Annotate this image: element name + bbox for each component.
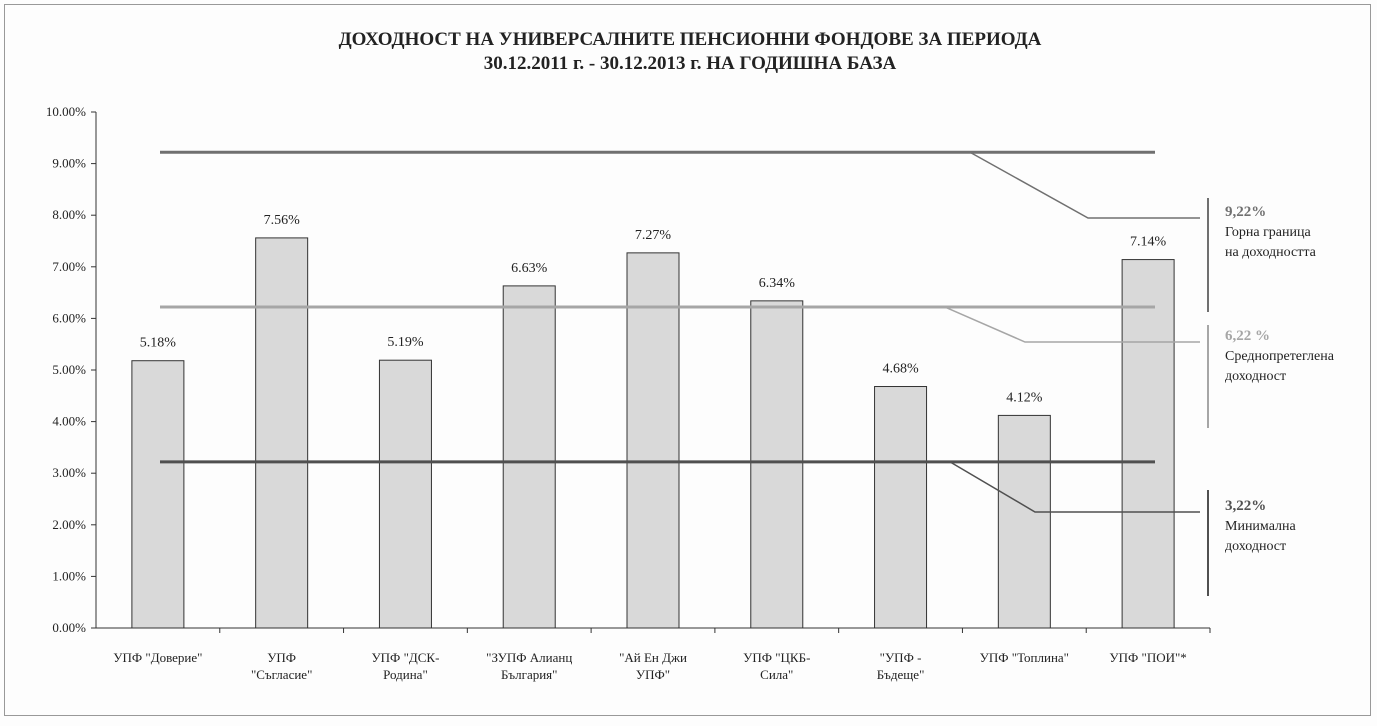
callout-leader (944, 306, 1200, 343)
x-tick-label: Бъдеще" (877, 667, 925, 682)
x-tick-label: УПФ "Топлина" (980, 650, 1069, 665)
bar (502, 285, 556, 629)
y-tick-label: 6.00% (52, 310, 86, 325)
callout-leader (969, 151, 1200, 219)
reference-value-label: 6,22 % (1225, 328, 1270, 344)
y-tick-label: 4.00% (52, 414, 86, 429)
bar-value-label: 4.12% (1006, 390, 1043, 405)
bar (131, 360, 185, 629)
x-tick-label: "ЗУПФ Алианц (486, 650, 572, 665)
x-tick-label: България" (501, 667, 558, 682)
bar (1121, 259, 1175, 629)
bar (255, 237, 309, 629)
bar-value-label: 4.68% (882, 362, 919, 377)
y-tick-label: 9.00% (52, 156, 86, 171)
reference-description: доходност (1225, 539, 1286, 554)
x-tick-label: УПФ "ПОИ"* (1109, 650, 1186, 665)
reference-description: доходност (1225, 369, 1286, 384)
y-tick-label: 2.00% (52, 517, 86, 532)
bar-value-label: 5.18% (140, 336, 177, 351)
bar (874, 386, 928, 629)
x-tick-label: УПФ" (636, 667, 670, 682)
bar-value-label: 6.63% (511, 261, 548, 276)
bar-value-label: 7.56% (264, 213, 301, 228)
x-tick-label: УПФ "ДСК- (371, 650, 439, 665)
x-tick-label: "УПФ - (880, 650, 922, 665)
reference-description: на доходността (1225, 245, 1317, 260)
x-tick-label: "Ай Ен Джи (619, 650, 687, 665)
y-tick-label: 10.00% (46, 104, 86, 119)
y-tick-label: 5.00% (52, 362, 86, 377)
x-tick-label: УПФ (267, 650, 296, 665)
y-tick-label: 3.00% (52, 465, 86, 480)
chart-title: ДОХОДНОСТ НА УНИВЕРСАЛНИТЕ ПЕНСИОННИ ФОН… (200, 28, 1180, 76)
bar-value-label: 6.34% (759, 276, 796, 291)
bar-value-label: 7.27% (635, 228, 672, 243)
chart-frame (4, 4, 1371, 716)
reference-description: Среднопретеглена (1225, 349, 1335, 364)
bar (378, 359, 432, 629)
bar-value-label: 5.19% (387, 335, 424, 350)
bar (750, 300, 804, 629)
x-tick-label: УПФ "Доверие" (113, 650, 202, 665)
x-tick-label: Родина" (383, 667, 428, 682)
y-tick-label: 0.00% (52, 620, 86, 635)
y-tick-label: 7.00% (52, 259, 86, 274)
x-tick-label: Сила" (760, 667, 793, 682)
reference-value-label: 9,22% (1225, 204, 1266, 220)
reference-value-label: 3,22% (1225, 498, 1266, 514)
chart-title-line-1: ДОХОДНОСТ НА УНИВЕРСАЛНИТЕ ПЕНСИОННИ ФОН… (338, 29, 1042, 50)
x-tick-label: "Съгласие" (251, 667, 312, 682)
bar (626, 252, 680, 629)
x-tick-label: УПФ "ЦКБ- (743, 650, 810, 665)
bar (997, 414, 1051, 629)
y-tick-label: 8.00% (52, 207, 86, 222)
callout-leader (949, 461, 1200, 513)
y-tick-label: 1.00% (52, 568, 86, 583)
chart-title-line-2: 30.12.2011 г. - 30.12.2013 г. НА ГОДИШНА… (483, 53, 897, 74)
reference-description: Горна граница (1225, 225, 1312, 240)
bar-value-label: 7.14% (1130, 235, 1167, 250)
reference-description: Минимална (1225, 519, 1297, 534)
